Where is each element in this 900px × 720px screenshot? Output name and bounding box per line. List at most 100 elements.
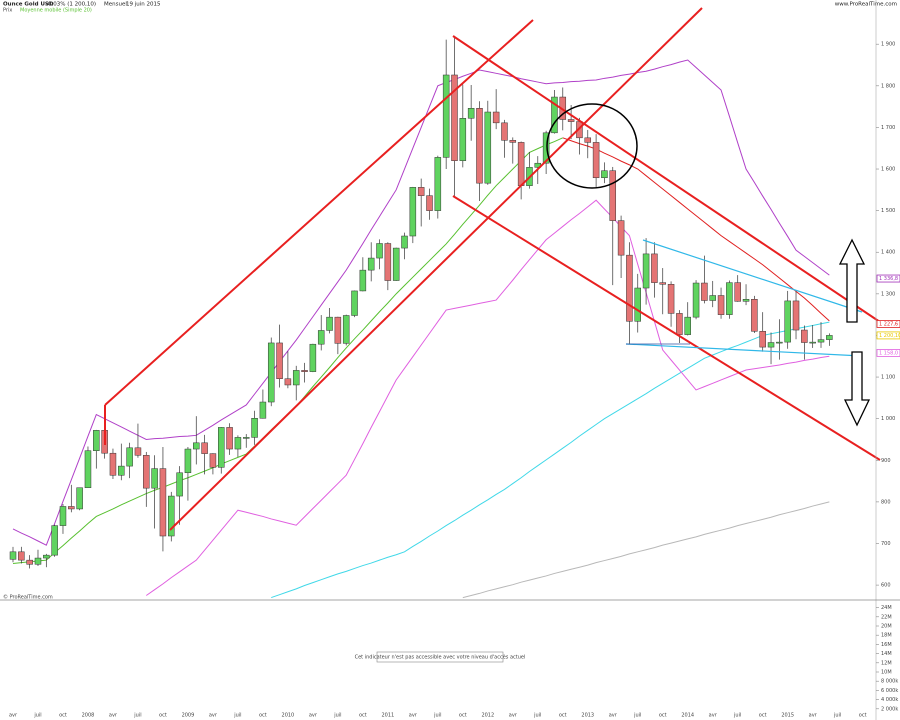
candle-body [9,551,17,560]
candle-body [84,450,92,488]
candle-body [609,170,617,221]
candle-body [634,287,641,322]
candle-body [301,370,308,372]
y-tick-label: 20M [881,624,892,630]
x-tick-label: avr [409,713,418,719]
candle-body [676,313,683,335]
candle-body [626,254,633,322]
channel-line [169,7,703,531]
candle-body [68,506,75,510]
candle-body [226,427,233,450]
candle-body [251,418,258,438]
indicator-line [562,137,830,322]
candle-body [26,559,33,565]
candle-body [517,142,525,186]
x-tick-label: 2011 [381,713,394,719]
x-tick-label: juil [433,713,441,719]
message-box [376,651,504,663]
candle-body [292,370,300,386]
candle-body [709,295,716,301]
y-tick-label: 2 000k [881,706,898,712]
price-tag [876,349,900,357]
candle-body [717,295,725,315]
candle-body [242,437,250,439]
candle-body [259,401,267,419]
candle-body [43,554,50,559]
candle-body [392,247,400,281]
candle-body [809,341,816,344]
x-tick-label: oct [259,713,267,719]
candle-body [59,506,67,526]
x-tick-label: avr [809,713,818,719]
price-tag-label: 1 227,6 [879,321,898,327]
candle-body [417,187,425,196]
y-tick-label: 6 000k [881,688,898,694]
candle-body [701,282,708,301]
price-tag [876,274,900,283]
candle-body [284,378,292,386]
y-tick-label: 1 400 [881,250,895,256]
change: -0,03% (1 200,10) [46,2,96,8]
candle-body [776,341,783,344]
candle-body [451,74,458,161]
candle-body [342,315,350,344]
candle-body [592,142,600,179]
candle-body [309,343,317,372]
x-tick-label: 2013 [581,713,594,719]
x-tick-label: 2008 [82,713,95,719]
candle-body [176,472,183,497]
x-tick-label: oct [159,713,167,719]
x-tick-label: juil [333,713,341,719]
y-tick-label: 1 100 [881,375,895,381]
x-tick-label: oct [59,713,67,719]
candle-body [276,342,283,379]
x-tick-label: juil [533,713,541,719]
candle-body [792,300,800,331]
candle-body [376,243,383,259]
candle-body [659,282,666,285]
candle-body [18,551,25,561]
y-tick-label: 600 [881,583,891,589]
candle-body [359,269,367,292]
y-tick-label: 4 000k [881,697,898,703]
y-tick-label: 1 600 [881,167,895,173]
candle-body [76,487,83,510]
y-tick-label: 10M [881,670,892,676]
candle-body [642,253,650,289]
candle-body [651,253,658,283]
price-tag [876,320,900,328]
x-tick-label: 2014 [681,713,694,719]
x-tick-label: juil [233,713,241,719]
price-tag-label: 1 158,0 [879,350,898,356]
candle-body [692,282,700,318]
y-tick-label: 1 300 [881,291,895,297]
y-tick-label: 24M [881,605,892,611]
candle-body [601,170,608,179]
candle-body [326,316,333,331]
price-tag-label: 1 336,8 [879,276,898,282]
x-tick-label: oct [859,713,867,719]
y-tick-label: 8 000k [881,679,898,685]
candle-body [351,290,358,316]
arrow-down [843,351,871,427]
candle-body [542,132,550,164]
candle-body [184,448,192,474]
candle-body [617,220,625,256]
x-tick-label: 2015 [781,713,794,719]
x-tick-label: oct [359,713,367,719]
drawings [104,7,881,531]
y-tick-label: 800 [881,499,891,505]
candle-body [93,430,100,451]
candle-body [467,108,475,119]
candle-body [134,447,142,456]
channel-line [452,195,881,461]
channel-line [452,35,881,323]
candle-body [767,342,775,348]
x-tick-label: 2009 [182,713,195,719]
volume-message: Cet indicateur n'est pas accessible avec… [355,654,526,661]
candle-body [759,331,766,348]
site: www.ProRealTime.com [835,2,897,8]
candle-body [784,300,791,343]
y-tick-label: 1 500 [881,208,895,214]
